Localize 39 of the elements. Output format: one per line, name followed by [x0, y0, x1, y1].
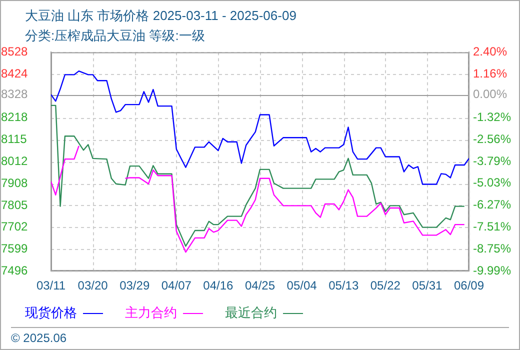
- y-tick-label: 7599: [1, 241, 28, 256]
- x-tick-label: 05/22: [370, 278, 401, 293]
- y2-tick-label: -5.03%: [473, 176, 512, 190]
- y-tick-label: 8012: [1, 154, 28, 168]
- y2-tick-label: -1.32%: [473, 110, 512, 124]
- y-tick-label: 8328: [1, 86, 28, 101]
- y2-tick-label: -8.75%: [473, 241, 512, 256]
- x-tick-label: 03/20: [78, 278, 108, 293]
- y-tick-label: 7805: [1, 198, 28, 212]
- y2-tick-label: -3.79%: [473, 154, 512, 168]
- y-tick-label: 8528: [1, 44, 28, 59]
- y-tick-label: 7496: [1, 263, 28, 278]
- y2-tick-label: -7.51%: [473, 220, 512, 234]
- x-tick-label: 04/16: [203, 278, 234, 293]
- y-tick-label: 7702: [1, 220, 28, 234]
- y2-tick-label: 2.40%: [473, 44, 508, 59]
- x-tick-label: 04/25: [244, 278, 276, 293]
- y-tick-label: 8424: [1, 66, 28, 81]
- y2-tick-label: -9.99%: [473, 263, 512, 278]
- legend-label: 最近合约: [225, 304, 277, 322]
- text: © 2025.06: [11, 331, 67, 345]
- y2-tick-label: -2.56%: [473, 132, 512, 146]
- x-tick-label: 03/11: [36, 278, 66, 293]
- chart-subtitle: 分类:压榨成品大豆油 等级:一级: [25, 27, 205, 45]
- chart-title: 大豆油 山东 市场价格 2025-03-11 - 2025-06-09: [25, 7, 296, 25]
- y2-tick-label: 1.16%: [473, 66, 508, 80]
- x-tick-label: 05/04: [286, 278, 318, 293]
- y-tick-label: 8218: [1, 110, 28, 124]
- legend-label: 主力合约: [125, 304, 177, 322]
- y2-tick-label: -6.27%: [473, 198, 512, 212]
- x-tick-label: 05/31: [412, 278, 443, 293]
- legend-label: 现货价格: [25, 304, 77, 322]
- x-tick-label: 04/07: [161, 278, 192, 293]
- x-tick-label: 06/09: [454, 278, 484, 293]
- y2-tick-label: 0.00%: [473, 86, 508, 101]
- x-tick-label: 03/29: [120, 278, 150, 293]
- y-tick-label: 8115: [1, 132, 28, 146]
- x-tick-label: 05/13: [328, 278, 359, 293]
- y-tick-label: 7908: [1, 176, 28, 190]
